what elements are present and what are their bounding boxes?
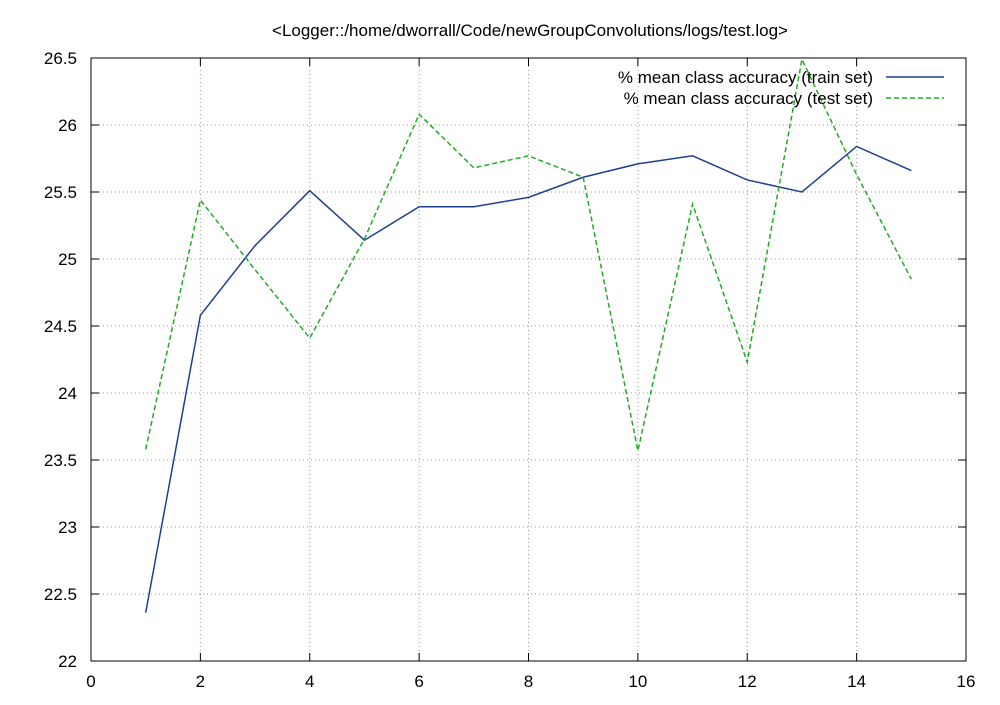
x-tick-label: 2 — [196, 672, 205, 691]
y-tick-label: 24.5 — [44, 317, 77, 336]
y-tick-label: 22 — [58, 652, 77, 671]
x-tick-label: 8 — [524, 672, 533, 691]
y-tick-label: 26 — [58, 116, 77, 135]
x-tick-label: 12 — [738, 672, 757, 691]
legend-label-2: % mean class accuracy (test set) — [624, 89, 873, 108]
y-tick-label: 23 — [58, 518, 77, 537]
x-tick-label: 10 — [628, 672, 647, 691]
y-tick-label: 26.5 — [44, 49, 77, 68]
x-tick-label: 4 — [305, 672, 314, 691]
y-tick-label: 25 — [58, 250, 77, 269]
chart-title: <Logger::/home/dworrall/Code/newGroupCon… — [272, 21, 788, 40]
x-tick-label: 0 — [86, 672, 95, 691]
x-tick-label: 14 — [847, 672, 866, 691]
legend-label-1: % mean class accuracy (train set) — [618, 68, 873, 87]
x-tick-label: 6 — [414, 672, 423, 691]
legend: % mean class accuracy (train set) % mean … — [618, 68, 944, 108]
y-tick-label: 25.5 — [44, 183, 77, 202]
y-tick-label: 23.5 — [44, 451, 77, 470]
y-tick-label: 22.5 — [44, 585, 77, 604]
y-tick-label: 24 — [58, 384, 77, 403]
x-tick-label: 16 — [957, 672, 976, 691]
grid — [91, 58, 966, 661]
